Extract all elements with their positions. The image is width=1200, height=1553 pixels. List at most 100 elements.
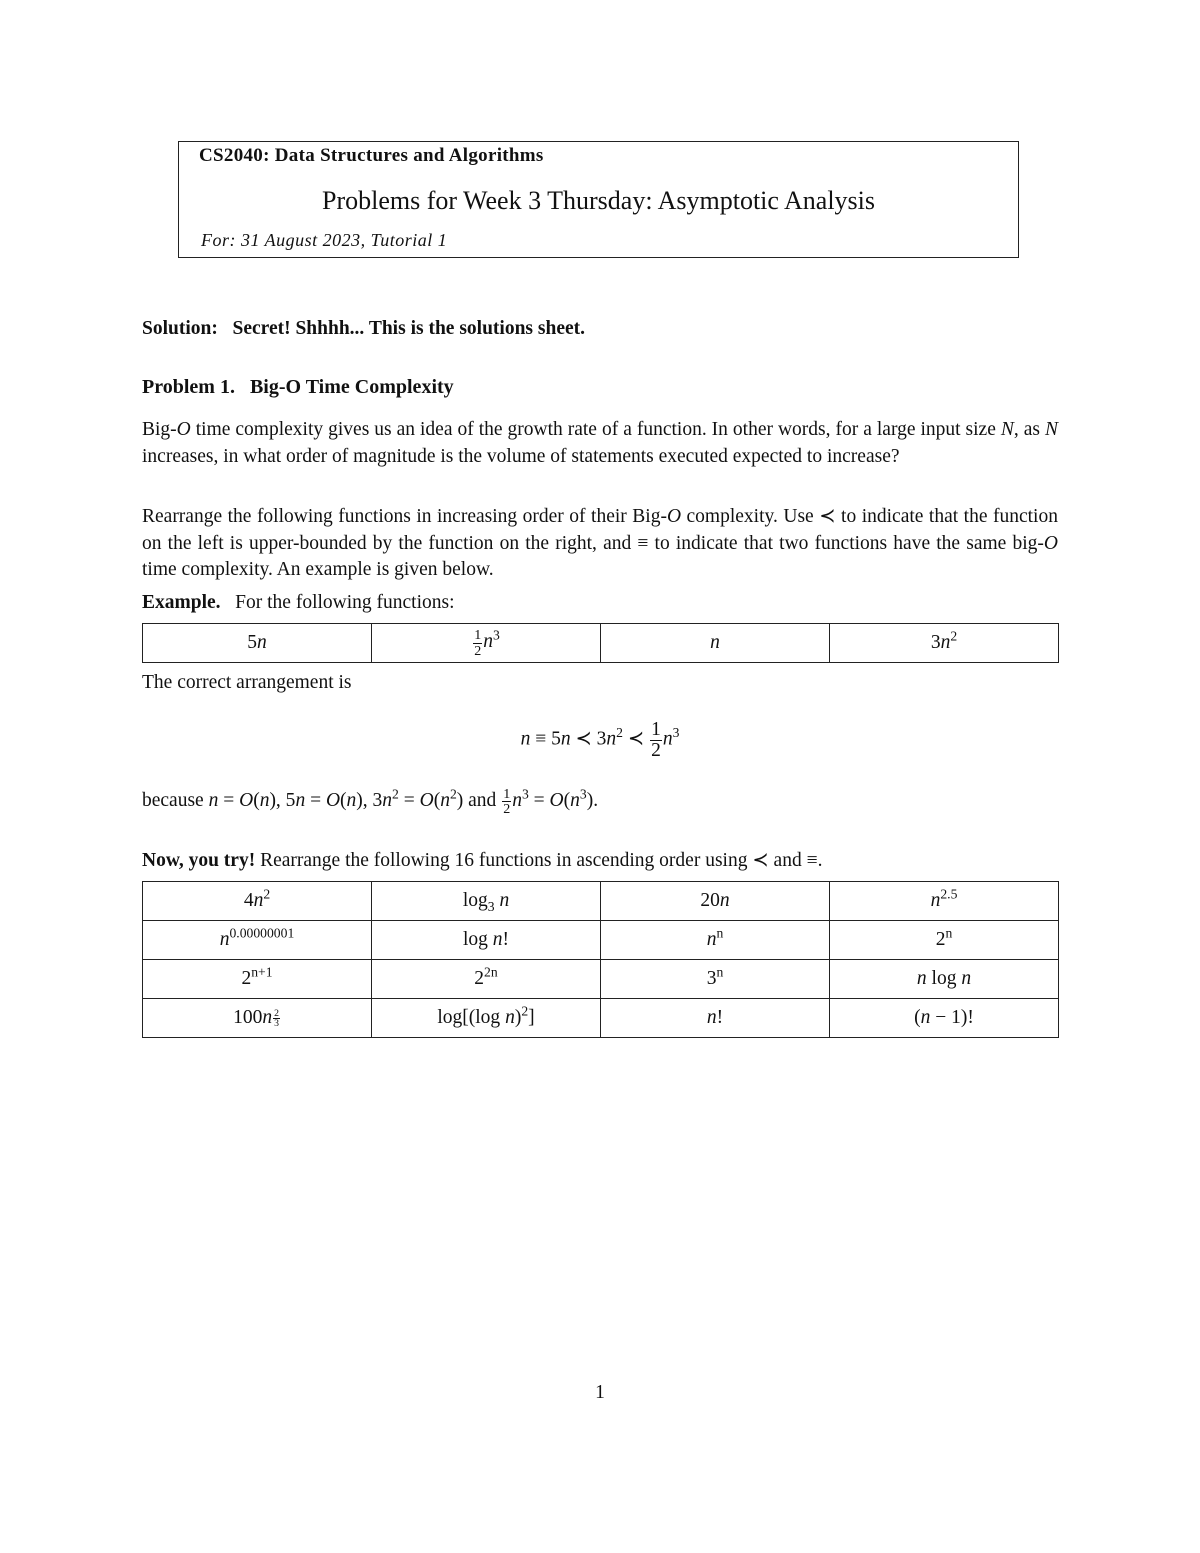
math-variable: n: [499, 890, 510, 911]
problem-table: 4n2 log3 n 20n n2.5 n0.00000001 log n! nn 2n 2n+…: [142, 881, 1059, 1038]
text-segment: ) and: [456, 790, 502, 812]
math-variable: O: [176, 419, 191, 440]
text-segment: 3: [930, 632, 941, 653]
now-label: Now, you try!: [142, 850, 256, 871]
text-segment: 20: [700, 890, 720, 911]
math-variable: O: [419, 790, 434, 812]
problem-title: Big-O Time Complexity: [249, 376, 454, 398]
header-box: CS2040: Data Structures and Algorithms P…: [178, 141, 1019, 258]
table-cell: 22n: [371, 959, 601, 999]
superscript: n+1: [251, 964, 273, 980]
text-segment: =: [218, 790, 240, 812]
text-segment: 3: [706, 968, 717, 989]
superscript: 3: [521, 786, 529, 802]
superscript: 2: [263, 886, 271, 902]
math-variable: N: [1045, 419, 1059, 440]
table-row: 2n+1 22n 3n n log n: [142, 959, 1059, 999]
superscript: n: [716, 925, 724, 941]
table-cell: n0.00000001: [142, 920, 372, 960]
text-segment: because: [142, 790, 209, 812]
text-segment: time complexity gives us an idea of the …: [190, 419, 1001, 440]
table-row: 4n2 log3 n 20n n2.5: [142, 881, 1059, 921]
example-text: For the following functions:: [235, 592, 455, 613]
table-cell: log n!: [371, 920, 601, 960]
math-variable: n: [570, 790, 580, 812]
example-table: 5n 1 2 n3 n 3n2: [142, 623, 1059, 663]
text-segment: 4: [243, 890, 254, 911]
math-variable: N: [1000, 419, 1014, 440]
math-variable: n: [662, 728, 673, 750]
denominator: 2: [651, 739, 661, 761]
math-variable: n: [208, 790, 219, 812]
text-segment: ≺: [623, 728, 650, 750]
text-segment: log: [462, 890, 488, 911]
text-segment: − 1)!: [930, 1007, 974, 1028]
page-title: Problems for Week 3 Thursday: Asymptotic…: [321, 186, 876, 215]
denominator: 3: [274, 1018, 279, 1030]
example-label: Example.: [142, 592, 221, 613]
text-segment: log: [462, 929, 493, 950]
math-variable: n: [706, 929, 717, 950]
text-segment: ]: [528, 1007, 535, 1028]
solution-text: Secret! Shhhh... This is the solutions s…: [232, 318, 585, 339]
math-variable: n: [505, 1007, 515, 1028]
text-segment: !: [716, 1007, 724, 1028]
text-segment: 2: [474, 968, 485, 989]
problem-heading: Problem 1. Big-O Time Complexity: [142, 374, 1058, 401]
solution-label: Solution:: [142, 318, 218, 339]
table-cell: 2n+1: [142, 959, 372, 999]
superscript: 3: [492, 627, 500, 643]
math-variable: n: [961, 968, 972, 989]
solution-line: Solution: Secret! Shhhh... This is the s…: [142, 316, 1058, 343]
math-variable: n: [253, 890, 264, 911]
superscript: 2: [521, 1003, 529, 1019]
math-variable: n: [259, 790, 270, 812]
text-segment: log[(log: [437, 1007, 506, 1028]
math-variable: O: [666, 506, 682, 527]
table-cell: 1 2 n3: [371, 623, 601, 663]
text-segment: Rearrange the following functions in inc…: [142, 506, 667, 527]
table-cell: n: [600, 623, 830, 663]
table-row: n0.00000001 log n! nn 2n: [142, 920, 1059, 960]
text-segment: (: [563, 790, 571, 812]
text-segment: 2: [241, 968, 252, 989]
text-segment: ≺ 3: [570, 728, 607, 750]
table-row: 100n 2 3 log[(log n)2] n! (n − 1)!: [142, 998, 1059, 1038]
math-variable: n: [492, 929, 503, 950]
text-segment: 100: [233, 1007, 263, 1028]
text-segment: (: [433, 790, 441, 812]
text-segment: complexity. Use ≺ to indicate that the f…: [142, 506, 1058, 554]
math-variable: n: [346, 790, 357, 812]
text-segment: !: [502, 929, 510, 950]
table-cell: 20n: [600, 881, 830, 921]
text-segment: increases, in what order of magnitude is…: [142, 445, 900, 467]
math-variable: O: [325, 790, 341, 812]
math-variable: O: [1043, 532, 1058, 554]
text-segment: ).: [586, 790, 599, 812]
table-row: 5n 1 2 n3 n 3n2: [142, 623, 1059, 663]
table-cell: (n − 1)!: [829, 998, 1059, 1038]
numerator: 2: [273, 1007, 280, 1020]
math-variable: n: [606, 728, 617, 750]
text-segment: , as: [1013, 419, 1045, 440]
table-cell: 2n: [829, 920, 1059, 960]
math-variable: n: [262, 1007, 273, 1028]
superscript: 2: [449, 786, 457, 802]
math-variable: n: [257, 632, 267, 653]
text-segment: 5: [247, 632, 257, 653]
example-line: Example. For the following functions:: [142, 590, 1058, 617]
denominator: 2: [474, 642, 482, 659]
numerator: 1: [650, 719, 662, 741]
math-variable: n: [706, 1007, 717, 1028]
text-segment: (: [253, 790, 260, 812]
text-segment: (: [340, 790, 347, 812]
math-variable: n: [940, 632, 951, 653]
math-variable: n: [560, 728, 571, 750]
table-cell: nn: [600, 920, 830, 960]
table-cell: n2.5: [829, 881, 1059, 921]
numerator: 1: [473, 627, 483, 644]
instructions-paragraph: Rearrange the following functions in inc…: [142, 504, 1058, 584]
superscript: 0.00000001: [229, 925, 295, 941]
